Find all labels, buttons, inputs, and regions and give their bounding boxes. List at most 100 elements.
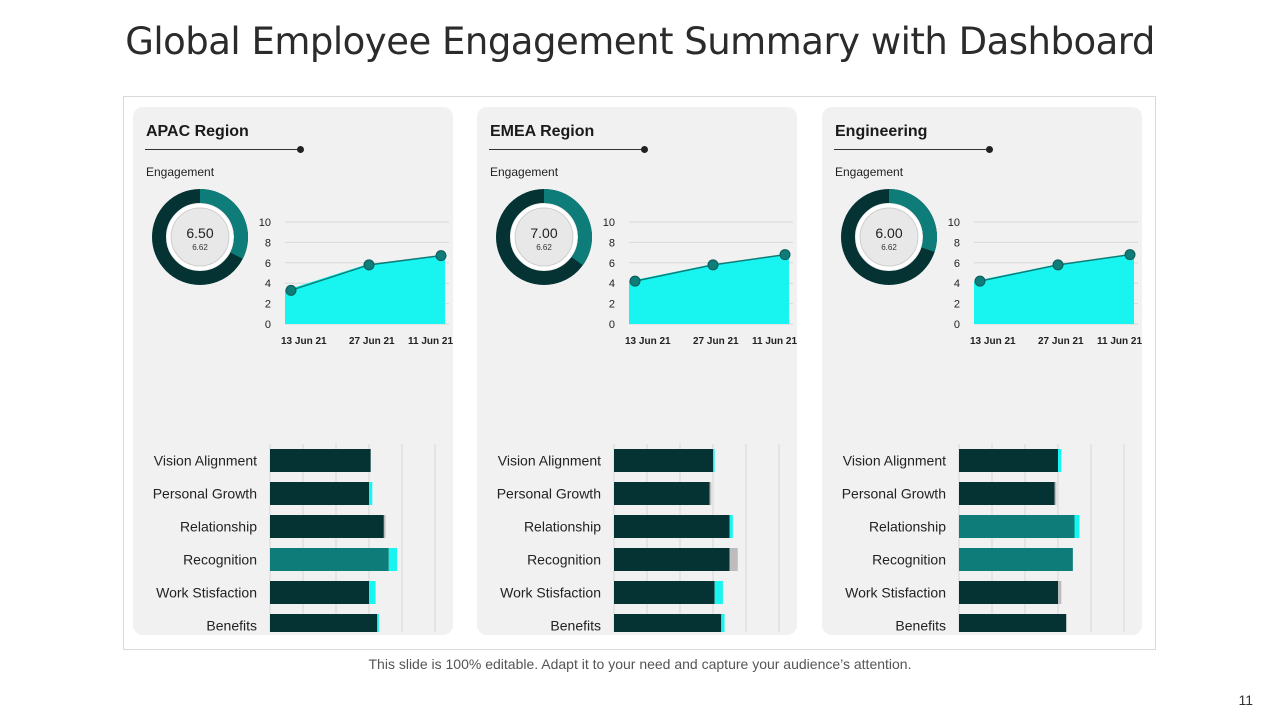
bar-score	[959, 515, 1075, 538]
donut-center	[859, 207, 919, 267]
bar-score	[614, 548, 730, 571]
bar-change	[369, 482, 373, 505]
area-x-tick: 27 Jun 21	[1038, 336, 1084, 347]
engagement-donut-chart: 7.00 6.62	[496, 189, 592, 285]
area-x-tick: 27 Jun 21	[349, 336, 395, 347]
bar-change	[377, 614, 379, 632]
bar-change	[714, 581, 723, 604]
bar-category-label: Recognition	[872, 552, 946, 568]
area-x-tick: 13 Jun 21	[281, 336, 327, 347]
page-number: 11	[1238, 692, 1253, 708]
area-x-tick: 11 Jun 21	[408, 336, 453, 347]
area-y-tick: 6	[265, 258, 271, 270]
bar-score	[270, 449, 369, 472]
title-underline	[489, 149, 645, 150]
area-y-tick: 10	[948, 217, 960, 229]
engagement-label: Engagement	[490, 165, 559, 179]
area-y-tick: 10	[603, 217, 615, 229]
title-underline	[145, 149, 301, 150]
engagement-label: Engagement	[835, 165, 904, 179]
area-point	[629, 275, 641, 287]
area-y-tick: 8	[265, 237, 271, 249]
bar-score	[959, 449, 1058, 472]
donut-value-slice	[544, 189, 592, 266]
area-y-tick: 8	[609, 237, 615, 249]
donut-value-label: 6.00	[875, 225, 902, 241]
bar-score	[959, 482, 1055, 505]
area-x-tick: 11 Jun 21	[752, 336, 797, 347]
bar-score	[959, 614, 1067, 632]
bar-score	[614, 515, 730, 538]
bar-category-label: Work Stisfaction	[845, 585, 946, 601]
area-y-tick: 6	[954, 258, 960, 270]
area-y-tick: 0	[954, 319, 960, 331]
engagement-area-chart: 0 2 4 6 8 10 13 Jun 21 27 Jun 21 11 Jun 21	[948, 217, 1142, 347]
area-point	[1052, 259, 1064, 271]
bar-category-label: Recognition	[183, 552, 257, 568]
area-fill	[285, 255, 445, 324]
bar-category-label: Benefits	[895, 618, 946, 633]
bar-change	[1054, 482, 1057, 505]
engagement-area-chart: 0 2 4 6 8 10 13 Jun 21 27 Jun 21 11 Jun 21	[603, 217, 797, 347]
donut-value-slice	[889, 189, 937, 252]
panel-title: APAC Region	[146, 123, 249, 140]
bar-category-label: Personal Growth	[842, 486, 946, 502]
bar-category-label: Personal Growth	[153, 486, 257, 502]
bar-category-label: Recognition	[527, 552, 601, 568]
bar-category-label: Benefits	[206, 618, 257, 633]
bar-category-label: Vision Alignment	[498, 453, 601, 469]
area-fill	[629, 254, 789, 324]
slide-footer: This slide is 100% editable. Adapt it to…	[368, 656, 912, 672]
area-x-tick: 13 Jun 21	[970, 336, 1016, 347]
bar-score	[959, 548, 1073, 571]
panel-emea: EMEA Region Engagement 7.00 6.62 0 2 4 6 8 10 1…	[477, 107, 797, 635]
bar-change	[713, 449, 715, 472]
bar-score	[614, 614, 722, 632]
bar-score	[614, 449, 713, 472]
dashboard-frame	[123, 96, 1156, 650]
engagement-donut-chart: 6.50 6.62	[152, 189, 248, 285]
area-x-tick: 27 Jun 21	[693, 336, 739, 347]
bar-change	[729, 548, 738, 571]
bar-change	[388, 548, 398, 571]
title-underline	[834, 149, 990, 150]
area-point	[435, 250, 447, 262]
bar-category-label: Vision Alignment	[154, 453, 257, 469]
area-y-tick: 0	[609, 319, 615, 331]
bar-category-label: Work Stisfaction	[500, 585, 601, 601]
bar-score	[270, 548, 389, 571]
area-y-tick: 0	[265, 319, 271, 331]
title-underline-dot	[297, 146, 304, 153]
bar-change	[709, 482, 712, 505]
bar-change	[369, 581, 376, 604]
donut-sub-label: 6.62	[536, 243, 552, 252]
bar-change	[1058, 449, 1062, 472]
bar-change	[1058, 581, 1062, 604]
bar-change	[1074, 515, 1080, 538]
panel-title: EMEA Region	[490, 123, 595, 140]
bar-category-label: Personal Growth	[497, 486, 601, 502]
area-y-tick: 4	[954, 278, 960, 290]
donut-sub-label: 6.62	[192, 243, 208, 252]
area-point	[285, 284, 297, 296]
bar-change	[383, 515, 386, 538]
area-y-tick: 2	[265, 299, 271, 311]
engagement-area-chart: 0 2 4 6 8 10 13 Jun 21 27 Jun 21 11 Jun 21	[259, 217, 453, 347]
bar-category-label: Benefits	[550, 618, 601, 633]
area-fill	[974, 254, 1134, 324]
bar-score	[959, 581, 1058, 604]
bar-score	[614, 581, 715, 604]
donut-sub-label: 6.62	[881, 243, 897, 252]
panel-engineering: Engineering Engagement 6.00 6.62 0 2 4 6 8 10 1…	[822, 107, 1142, 635]
slide-title: Global Employee Engagement Summary with …	[125, 20, 1155, 63]
panel-title: Engineering	[835, 123, 928, 140]
donut-value-slice	[200, 189, 248, 259]
bar-score	[270, 581, 369, 604]
engagement-donut-chart: 6.00 6.62	[841, 189, 937, 285]
bar-category-label: Relationship	[180, 519, 257, 535]
bar-score	[270, 482, 369, 505]
area-y-tick: 8	[954, 237, 960, 249]
bar-category-label: Relationship	[869, 519, 946, 535]
bar-category-label: Relationship	[524, 519, 601, 535]
